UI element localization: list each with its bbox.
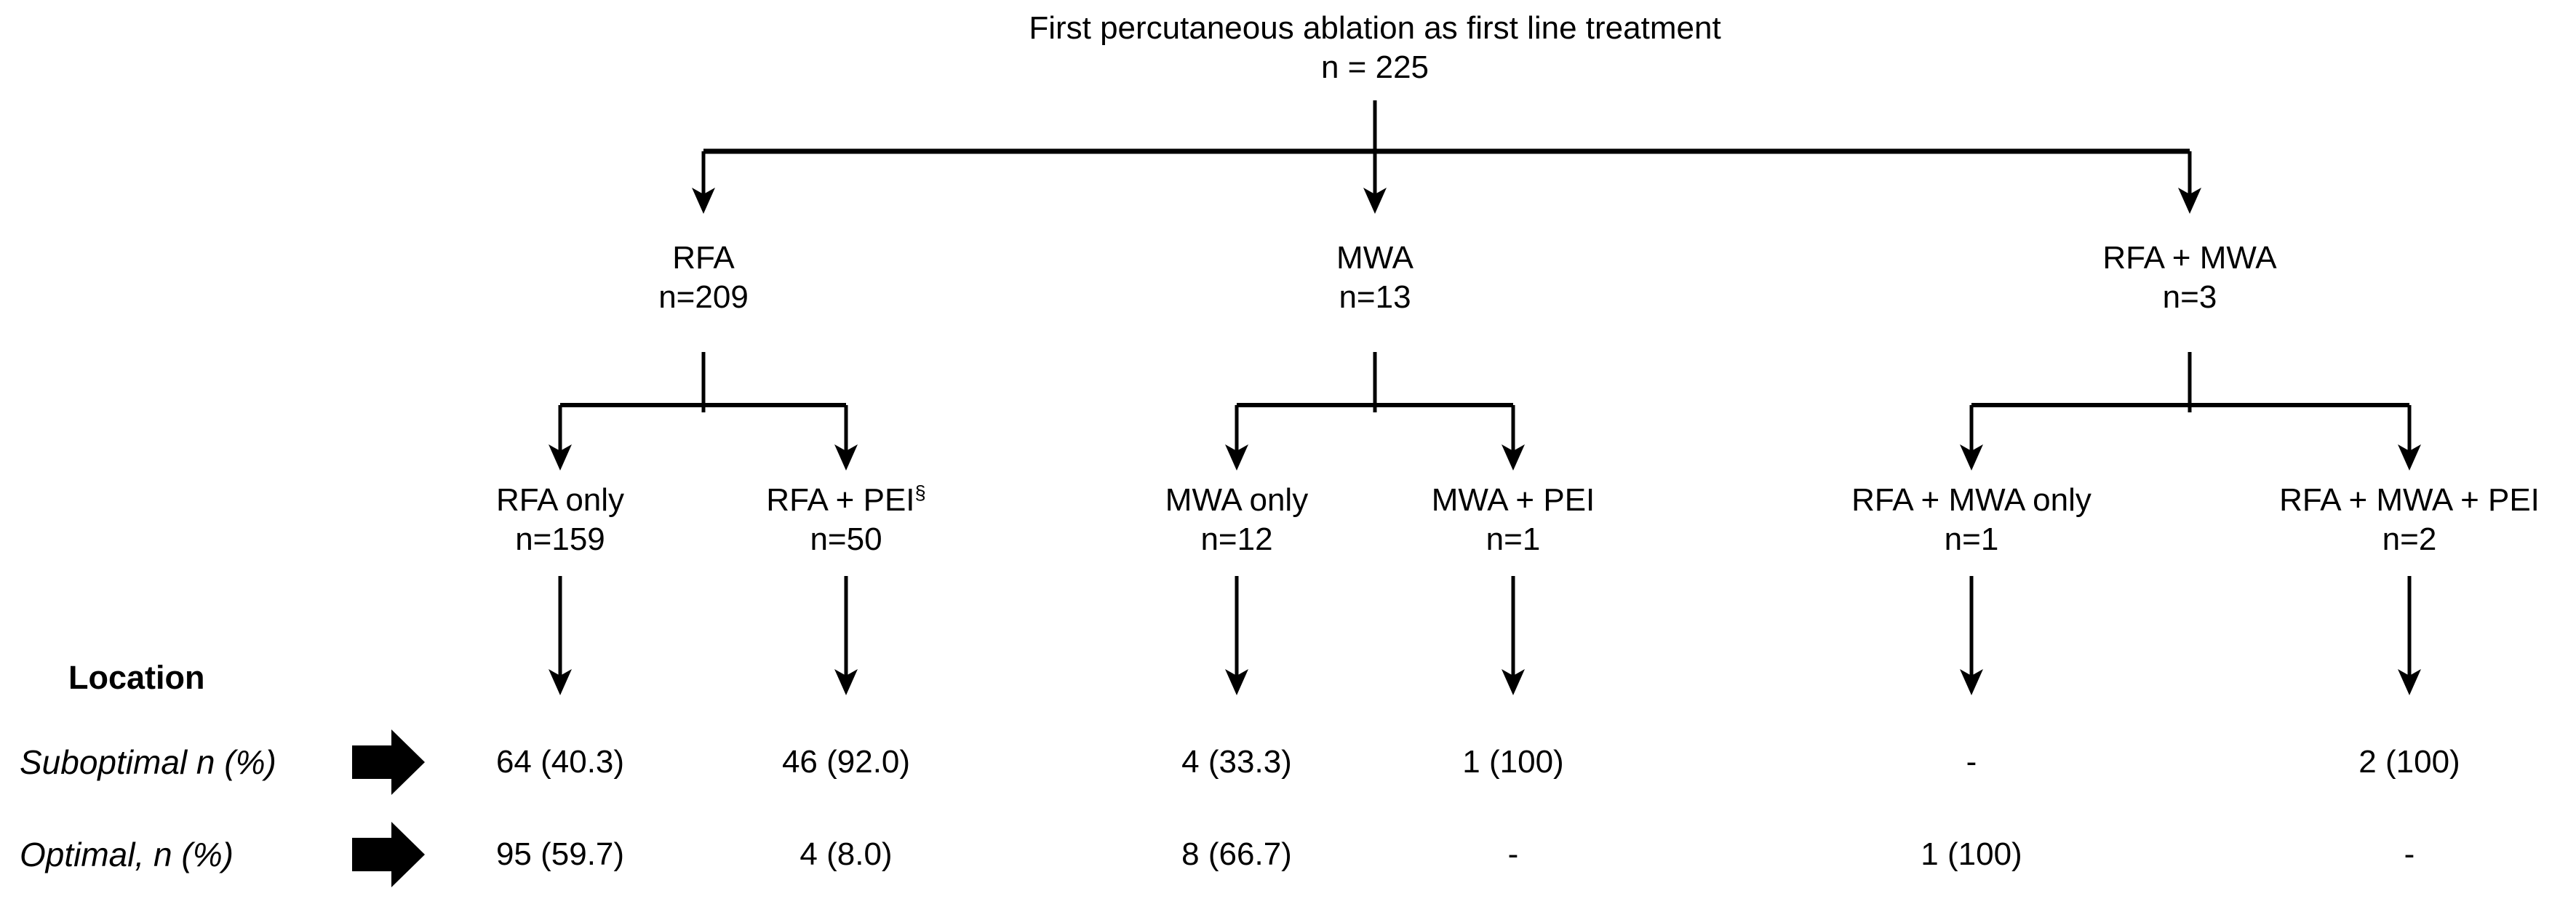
optimal-value: 8 (66.7) (1181, 836, 1292, 872)
node-label: RFA + MWA + PEI (2279, 482, 2540, 518)
node-root-label: First percutaneous ablation as first lin… (1029, 10, 1721, 46)
optimal-value: 1 (100) (1921, 836, 2022, 872)
optimal-value: 4 (8.0) (799, 836, 893, 872)
node-count: n=209 (658, 279, 749, 315)
node-rfa: RFA n=209 (658, 239, 749, 317)
node-count: n=1 (1486, 521, 1541, 557)
node-rfa-mwa: RFA + MWA n=3 (2102, 239, 2276, 317)
node-label: RFA + PEI§ (766, 481, 926, 518)
node-count: n=13 (1339, 279, 1411, 315)
optimal-value: - (2404, 836, 2415, 872)
node-count: n=50 (810, 521, 882, 557)
suboptimal-value: 2 (100) (2358, 744, 2460, 780)
node-label: MWA (1336, 240, 1413, 276)
node-count: n=1 (1944, 521, 1999, 557)
node-label: RFA + MWA only (1851, 482, 2091, 518)
node-mwa-only: MWA only n=12 (1165, 481, 1308, 559)
node-label: MWA only (1165, 482, 1309, 518)
node-rfa-pei: RFA + PEI§ n=50 (766, 481, 925, 559)
node-root: First percutaneous ablation as first lin… (1029, 9, 1720, 87)
suboptimal-value: 64 (40.3) (495, 744, 625, 780)
right-block-arrow-optimal (352, 822, 425, 887)
node-count: n=3 (2162, 279, 2217, 315)
node-label: RFA only (495, 482, 625, 518)
node-label: RFA + MWA (2102, 240, 2277, 276)
optimal-value: - (1507, 836, 1519, 872)
section-label-location: Location (68, 659, 205, 696)
node-label: MWA + PEI (1431, 482, 1595, 518)
node-rfa-mwa-only: RFA + MWA only n=1 (1851, 481, 2091, 559)
footnote-mark: § (914, 481, 926, 504)
suboptimal-value: 4 (33.3) (1181, 744, 1292, 780)
node-mwa: MWA n=13 (1336, 239, 1413, 317)
node-rfa-only: RFA only n=159 (496, 481, 624, 559)
node-root-count: n = 225 (1320, 49, 1429, 85)
node-label: RFA (672, 240, 735, 276)
node-rfa-mwa-pei: RFA + MWA + PEI n=2 (2279, 481, 2540, 559)
optimal-value: 95 (59.7) (495, 836, 625, 872)
row-label-optimal: Optimal, n (%) (20, 836, 234, 873)
suboptimal-value: - (1966, 744, 1977, 780)
right-block-arrow-suboptimal (352, 729, 425, 795)
node-count: n=2 (2382, 521, 2437, 557)
node-count: n=12 (1200, 521, 1273, 557)
node-mwa-pei: MWA + PEI n=1 (1432, 481, 1595, 559)
node-count: n=159 (515, 521, 605, 557)
suboptimal-value: 46 (92.0) (781, 744, 911, 780)
arrowheads (549, 188, 2421, 695)
suboptimal-value: 1 (100) (1462, 744, 1564, 780)
row-label-suboptimal: Suboptimal n (%) (20, 743, 276, 781)
